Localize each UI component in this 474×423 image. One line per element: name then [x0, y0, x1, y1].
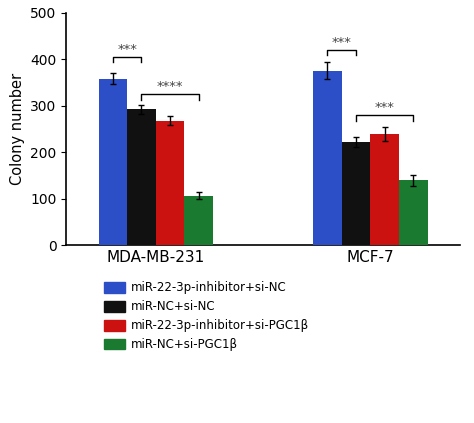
Bar	[399, 180, 428, 245]
Bar	[156, 121, 184, 245]
Y-axis label: Colony number: Colony number	[9, 73, 25, 185]
Text: ***: ***	[375, 101, 395, 114]
Bar	[184, 195, 213, 245]
Bar	[370, 134, 399, 245]
Bar	[313, 71, 342, 245]
Text: ***: ***	[117, 43, 137, 56]
Bar	[127, 110, 156, 245]
Bar	[99, 79, 127, 245]
Text: ****: ****	[157, 80, 183, 93]
Bar	[342, 142, 370, 245]
Text: ***: ***	[332, 36, 352, 49]
Legend: miR-22-3p-inhibitor+si-NC, miR-NC+si-NC, miR-22-3p-inhibitor+si-PGC1β, miR-NC+si: miR-22-3p-inhibitor+si-NC, miR-NC+si-NC,…	[104, 281, 309, 351]
